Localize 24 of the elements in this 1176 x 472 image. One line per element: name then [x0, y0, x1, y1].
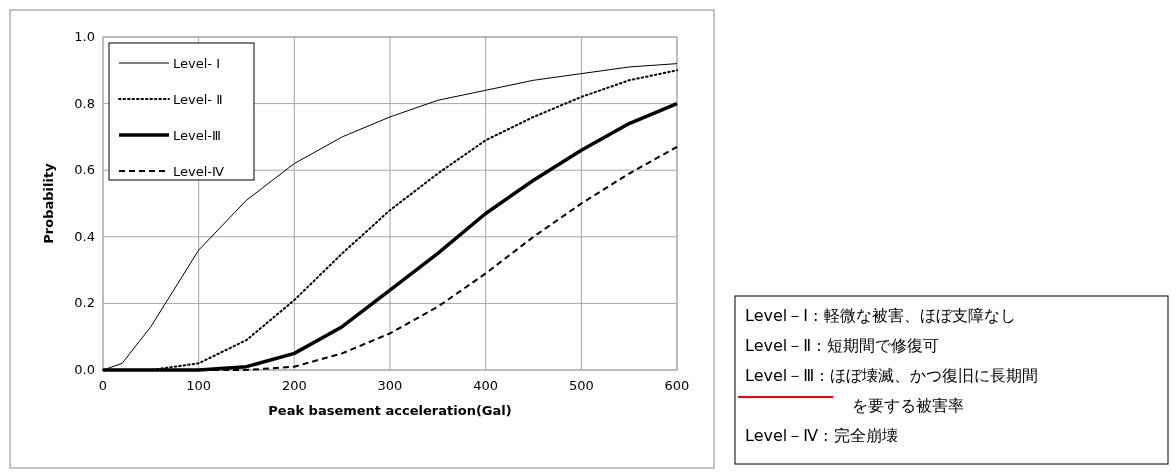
x-tick-label: 300 [377, 378, 403, 393]
y-tick-label: 0.6 [74, 162, 95, 178]
y-tick-label: 0.2 [74, 295, 95, 311]
legend-label: Level-Ⅲ [173, 128, 221, 143]
legend-label: Level- Ⅱ [173, 92, 223, 107]
y-axis-title: Probability [41, 162, 56, 244]
text: Level－Ⅱ : 短期間で修復可 [745, 336, 939, 355]
x-tick-label: 200 [281, 378, 307, 393]
legend-label: Level-Ⅳ [173, 164, 225, 179]
legend-label: Level- Ⅰ [173, 56, 220, 71]
x-tick-label: 600 [664, 378, 690, 393]
x-axis-title: Peak basement acceleration(Gal) [268, 403, 512, 418]
text: Level－Ⅲ : ほぼ壊滅、かつ復旧に長期間 [745, 366, 1038, 385]
y-tick-label: 1.0 [74, 29, 95, 44]
text: を要する被害率 [852, 396, 964, 415]
y-tick-label: 0.8 [74, 95, 95, 111]
x-tick-label: 100 [186, 378, 212, 393]
x-tick-label: 500 [568, 378, 594, 393]
y-tick-label: 0.0 [74, 362, 95, 377]
x-tick-label: 0 [98, 378, 108, 393]
text: Level－Ⅳ : 完全崩壊 [745, 426, 898, 445]
text: Level－Ⅰ : 軽微な被害、ほぼ支障なし [745, 306, 1016, 325]
x-tick-label: 400 [473, 378, 499, 393]
y-tick-label: 0.4 [74, 228, 95, 244]
